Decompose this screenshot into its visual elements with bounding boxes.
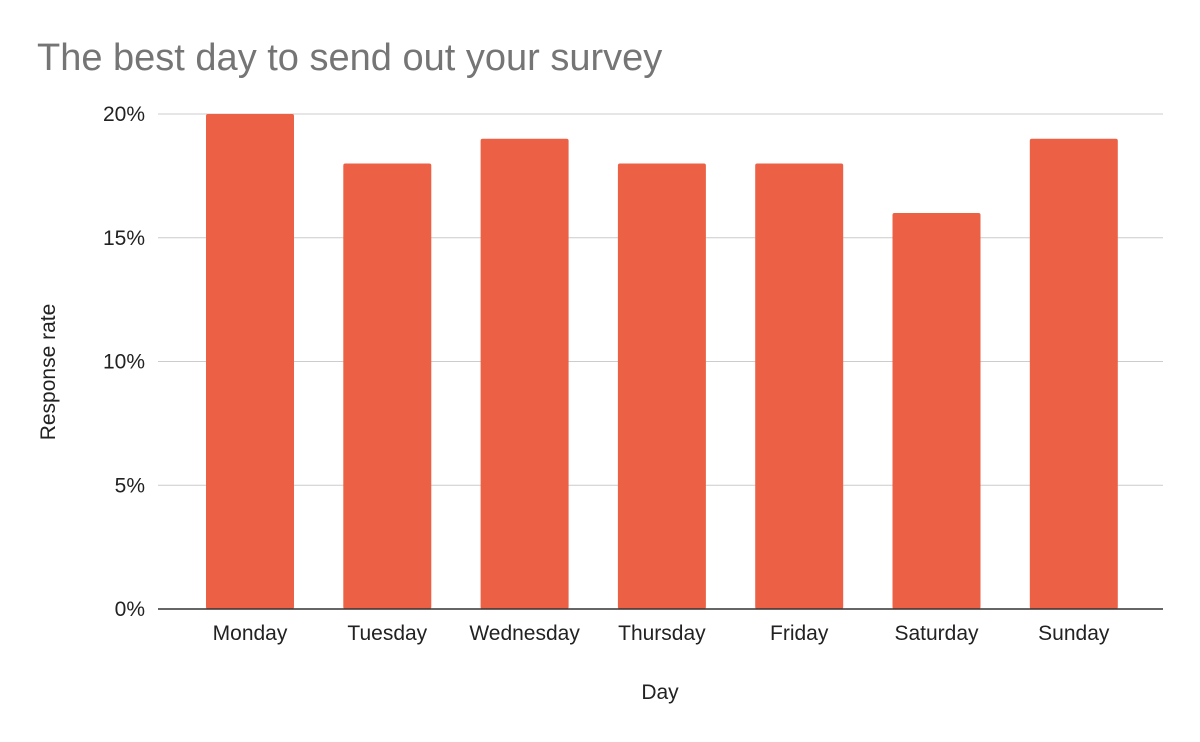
x-tick-label: Tuesday: [347, 622, 427, 645]
x-tick-label: Saturday: [894, 622, 979, 645]
bar-thursday: [617, 163, 706, 609]
y-tick-label: 20%: [103, 103, 145, 126]
y-tick-label: 10%: [103, 351, 145, 374]
bar-sunday: [1029, 138, 1118, 609]
y-tick-label: 15%: [103, 227, 145, 250]
x-tick-label: Thursday: [618, 622, 706, 645]
y-axis-ticks: 0% 5% 10% 15% 20%: [103, 103, 145, 621]
x-axis-label: Day: [641, 681, 679, 704]
x-axis-ticks: Monday Tuesday Wednesday Thursday Friday Satu…: [213, 622, 1110, 645]
bar-saturday: [892, 213, 981, 609]
y-tick-label: 5%: [115, 474, 145, 497]
x-tick-label: Friday: [770, 622, 829, 645]
y-axis-label: Response rate: [37, 304, 60, 441]
x-tick-label: Monday: [213, 622, 288, 645]
bar-friday: [755, 163, 844, 609]
bar-monday: [206, 114, 294, 609]
y-tick-label: 0%: [115, 598, 145, 621]
x-tick-label: Sunday: [1038, 622, 1110, 645]
bar-tuesday: [343, 163, 432, 609]
chart-title: The best day to send out your survey: [37, 37, 662, 79]
x-tick-label: Wednesday: [469, 622, 580, 645]
bars: [206, 114, 1118, 609]
bar-wednesday: [480, 138, 569, 609]
